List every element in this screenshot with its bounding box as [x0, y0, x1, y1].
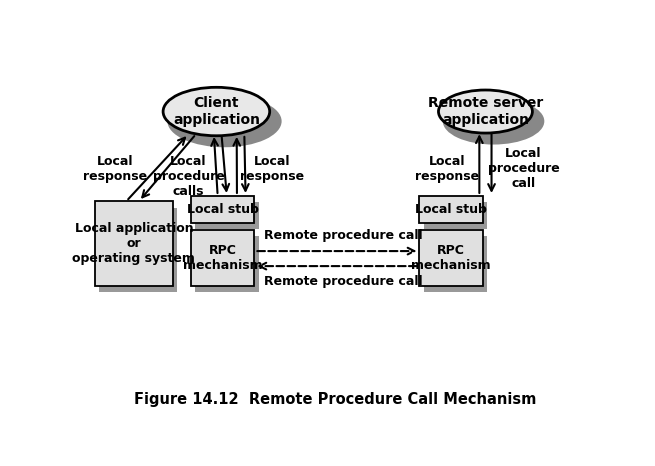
FancyBboxPatch shape — [419, 230, 483, 286]
Text: Local stub: Local stub — [187, 203, 259, 216]
Ellipse shape — [443, 98, 544, 144]
FancyBboxPatch shape — [191, 230, 254, 286]
Text: RPC
mechanism: RPC mechanism — [411, 244, 491, 272]
Text: Remote server
application: Remote server application — [428, 96, 543, 127]
Text: Remote procedure call: Remote procedure call — [264, 275, 422, 288]
FancyBboxPatch shape — [94, 201, 173, 286]
FancyBboxPatch shape — [195, 236, 259, 292]
Text: RPC
mechanism: RPC mechanism — [183, 244, 263, 272]
Text: Client
application: Client application — [173, 96, 260, 127]
Text: Local
procedure
calls: Local procedure calls — [153, 155, 225, 198]
Text: Local
response: Local response — [415, 155, 479, 183]
Text: Local
response: Local response — [240, 155, 305, 183]
Text: Local
procedure
call: Local procedure call — [487, 147, 559, 191]
Text: Local application
or
operating system: Local application or operating system — [73, 222, 195, 265]
FancyBboxPatch shape — [424, 236, 487, 292]
Ellipse shape — [438, 90, 533, 133]
FancyBboxPatch shape — [99, 208, 178, 292]
FancyBboxPatch shape — [419, 196, 483, 223]
Text: Local
response: Local response — [83, 155, 147, 183]
Text: Local stub: Local stub — [415, 203, 487, 216]
Text: Remote procedure call: Remote procedure call — [264, 229, 422, 242]
FancyBboxPatch shape — [191, 196, 254, 223]
Ellipse shape — [168, 95, 282, 147]
Ellipse shape — [163, 87, 270, 136]
FancyBboxPatch shape — [195, 202, 259, 229]
Text: Figure 14.12  Remote Procedure Call Mechanism: Figure 14.12 Remote Procedure Call Mecha… — [134, 392, 537, 407]
FancyBboxPatch shape — [424, 202, 487, 229]
